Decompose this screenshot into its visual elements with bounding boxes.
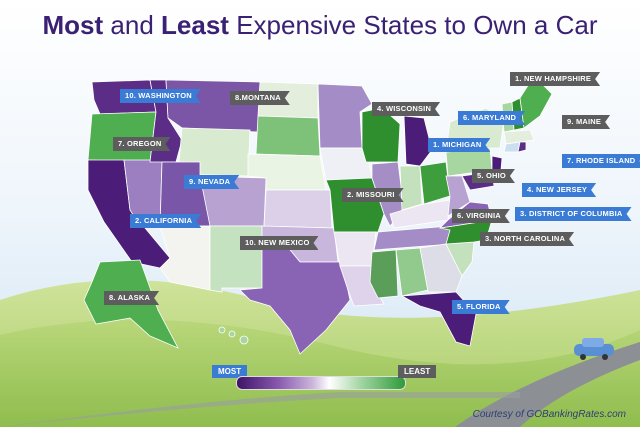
state-kansas[interactable] [263, 189, 333, 229]
label-oregon: 7. OREGON [113, 137, 170, 151]
label-rhode-island: 7. RHODE ISLAND [562, 154, 640, 168]
label-wisconsin: 4. WISCONSIN [372, 102, 440, 116]
title-rest: Expensive States to Own a Car [236, 10, 598, 40]
label-florida: 5. FLORIDA [452, 300, 510, 314]
state-indiana[interactable] [399, 165, 423, 211]
road-left [0, 392, 520, 427]
front-hills [0, 319, 640, 427]
label-california: 2. CALIFORNIA [130, 214, 201, 228]
label-north-carolina: 3. NORTH CAROLINA [480, 232, 574, 246]
state-rhode-island[interactable] [517, 141, 527, 153]
title-most: Most [42, 10, 104, 40]
label-nevada: 9. NEVADA [184, 175, 239, 189]
page-title: Most and Least Expensive States to Own a… [0, 10, 640, 41]
state-massachusetts[interactable] [503, 129, 535, 145]
legend-least-tag: LEAST [398, 365, 437, 378]
label-alaska: 8. ALASKA [104, 291, 159, 305]
label-michigan: 1. MICHIGAN [428, 138, 490, 152]
state-texas[interactable] [239, 239, 351, 355]
label-washington: 10. WASHINGTON [120, 89, 201, 103]
state-georgia[interactable] [419, 243, 463, 293]
label-virginia: 6. VIRGINIA [452, 209, 510, 223]
state-michigan[interactable] [403, 115, 433, 167]
state-mississippi[interactable] [369, 249, 399, 299]
label-maine: 9. MAINE [562, 115, 610, 129]
label-maryland: 6. MARYLAND [458, 111, 525, 125]
state-arkansas[interactable] [333, 231, 377, 267]
road [455, 342, 640, 427]
state-new-mexico[interactable] [209, 225, 263, 293]
state-ohio[interactable] [419, 161, 451, 205]
label-missouri: 2. MISSOURI [342, 188, 404, 202]
legend-most-tag: MOST [212, 365, 248, 378]
car-icon [574, 338, 614, 360]
label-district-of-columbia: 3. DISTRICT OF COLUMBIA [515, 207, 632, 221]
label-new-hampshire: 1. NEW HAMPSHIRE [510, 72, 600, 86]
label-montana: 8.MONTANA [230, 91, 290, 105]
label-new-jersey: 4. NEW JERSEY [522, 183, 596, 197]
state-montana[interactable] [165, 79, 261, 133]
legend-gradient-bar [236, 376, 406, 390]
credit-text: Courtesy of GOBankingRates.com [472, 409, 626, 420]
title-and: and [110, 10, 154, 40]
label-new-mexico: 10. NEW MEXICO [240, 236, 318, 250]
state-south-dakota[interactable] [255, 115, 321, 157]
state-hawaii[interactable] [239, 335, 249, 345]
title-least: Least [161, 10, 229, 40]
label-ohio: 5. OHIO [472, 169, 515, 183]
